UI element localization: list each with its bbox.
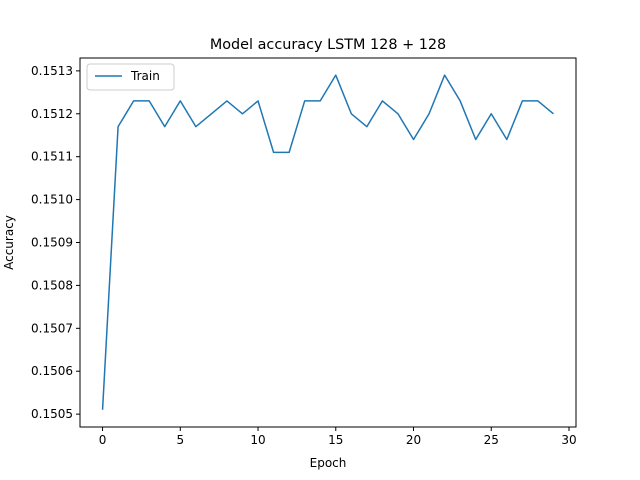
series-line-train — [101, 74, 554, 410]
chart-title: Model accuracy LSTM 128 + 128 — [210, 37, 446, 53]
y-axis-label: Accuracy — [2, 215, 16, 270]
x-tick-label: 15 — [328, 433, 343, 447]
x-axis: 0 5 10 15 20 25 30 — [99, 427, 577, 447]
legend-box — [86, 63, 175, 91]
x-tick-label: 0 — [99, 433, 107, 447]
y-tick-label: 0.1511 — [31, 150, 73, 164]
x-tick-label: 25 — [484, 433, 499, 447]
y-tick-label: 0.1505 — [31, 407, 73, 421]
y-tick-label: 0.1508 — [31, 278, 73, 292]
legend-label-train: Train — [130, 69, 160, 83]
x-axis-label: Epoch — [310, 456, 347, 470]
x-tick-label: 10 — [250, 433, 265, 447]
plot-area — [79, 57, 577, 428]
x-tick-label: 30 — [561, 433, 576, 447]
y-tick-label: 0.1512 — [31, 107, 73, 121]
y-tick-label: 0.1513 — [31, 64, 73, 78]
series-layer — [101, 74, 554, 410]
y-tick-label: 0.1510 — [31, 193, 73, 207]
y-axis: 0.1505 0.1506 0.1507 0.1508 0.1509 0.1510 0.15… — [31, 64, 80, 421]
x-tick-label: 5 — [176, 433, 184, 447]
legend: Train — [86, 63, 175, 91]
y-tick-label: 0.1507 — [31, 321, 73, 335]
x-tick-label: 20 — [406, 433, 421, 447]
y-tick-label: 0.1509 — [31, 236, 73, 250]
y-tick-label: 0.1506 — [31, 364, 73, 378]
